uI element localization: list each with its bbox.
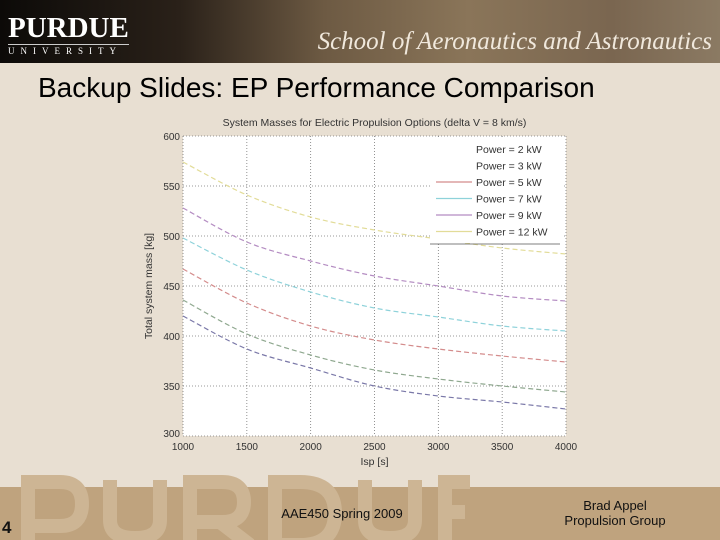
- school-name: School of Aeronautics and Astronautics: [317, 28, 712, 55]
- series-line: [182, 299, 567, 393]
- y-tick-label: 600: [163, 132, 180, 143]
- series-line: [182, 207, 567, 302]
- logo-main: PURDUE: [8, 12, 129, 44]
- y-tick-label: 450: [163, 282, 180, 293]
- x-tick-label: 1000: [172, 442, 195, 453]
- y-axis-label: Total system mass [kg]: [143, 233, 155, 339]
- series-line: [182, 268, 567, 363]
- legend-entry: Power = 2 kW: [476, 144, 542, 156]
- x-tick-label: 4000: [555, 442, 578, 453]
- legend-entry: Power = 12 kW: [476, 227, 548, 239]
- y-tick-label: 550: [163, 182, 180, 193]
- legend-entry: Power = 7 kW: [476, 194, 542, 206]
- y-tick-label: 350: [163, 382, 180, 393]
- y-tick-label: 300: [163, 429, 180, 440]
- footer-group: Propulsion Group: [564, 513, 666, 528]
- x-tick-label: 3000: [427, 442, 450, 453]
- legend-entry: Power = 5 kW: [476, 177, 542, 189]
- logo-sub: UNIVERSITY: [8, 44, 129, 56]
- y-tick-label: 500: [163, 232, 180, 243]
- x-tick-label: 3500: [491, 442, 514, 453]
- page-number: 4: [2, 518, 12, 537]
- purdue-logo: PURDUE UNIVERSITY: [8, 14, 129, 56]
- chart-title: System Masses for Electric Propulsion Op…: [223, 117, 527, 129]
- x-tick-label: 2500: [363, 442, 386, 453]
- x-tick-label: 2000: [300, 442, 323, 453]
- x-tick-label: 1500: [236, 442, 259, 453]
- legend-entry: Power = 9 kW: [476, 210, 542, 222]
- series-line: [182, 161, 567, 255]
- slide-title: Backup Slides: EP Performance Comparison: [38, 72, 595, 103]
- legend-box: [430, 139, 562, 243]
- x-axis-label: Isp [s]: [360, 456, 388, 468]
- legend-entry: Power = 3 kW: [476, 161, 542, 173]
- watermark: [21, 475, 470, 540]
- footer-author: Brad Appel: [583, 498, 647, 513]
- footer-course: AAE450 Spring 2009: [281, 506, 403, 521]
- y-tick-label: 400: [163, 332, 180, 343]
- series-line: [182, 237, 567, 332]
- series-line: [182, 315, 567, 410]
- header-banner: PURDUE UNIVERSITY School of Aeronautics …: [0, 0, 720, 63]
